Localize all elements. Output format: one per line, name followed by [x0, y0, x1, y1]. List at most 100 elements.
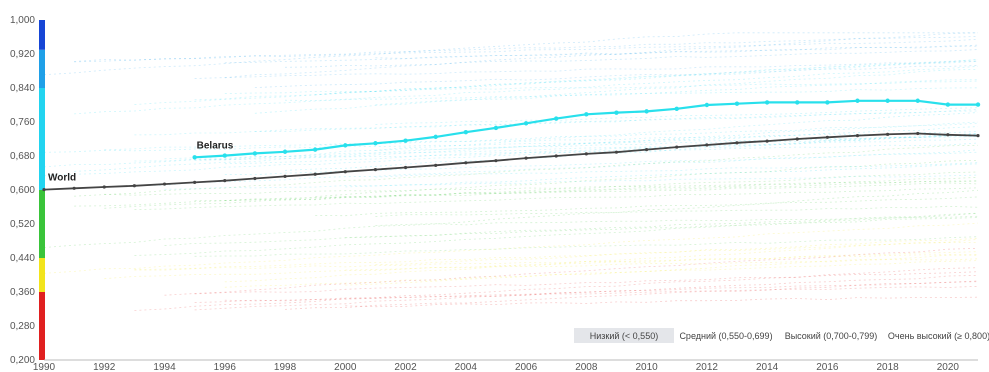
- background-country-line: [375, 79, 979, 106]
- y-tick-label: 0,200: [10, 355, 35, 366]
- data-point-belarus: [945, 102, 951, 107]
- data-point-world: [916, 131, 920, 136]
- data-point-belarus: [855, 98, 860, 103]
- legend-item[interactable]: Средний (0,550-0,699): [679, 331, 772, 341]
- background-country-line: [194, 60, 979, 79]
- legend-item[interactable]: Низкий (< 0,550): [574, 328, 674, 343]
- data-point-world: [735, 141, 739, 145]
- x-tick-label: 1990: [33, 362, 56, 372]
- background-country-line: [134, 187, 979, 210]
- y-axis: 0,200 0,280 0,360 0,440 0,520 0,600 0,680 0,760…: [10, 15, 35, 366]
- data-point-belarus: [192, 155, 197, 160]
- legend-item[interactable]: Очень высокий (≥ 0,800): [888, 331, 989, 341]
- background-country-line: [375, 44, 979, 59]
- data-point-world: [886, 132, 890, 136]
- data-point-world: [42, 187, 46, 192]
- background-country-line: [74, 144, 979, 197]
- y-tick-label: 0,440: [10, 253, 35, 264]
- color-scale-bar: [39, 20, 45, 360]
- background-country-line: [74, 176, 979, 207]
- background-country-line: [134, 212, 979, 256]
- background-country-line: [315, 122, 979, 146]
- background-country-line: [224, 180, 979, 201]
- background-country-line: [134, 242, 978, 271]
- background-country-line: [134, 267, 979, 311]
- background-country-line: [375, 237, 979, 266]
- x-tick-label: 2018: [876, 362, 899, 372]
- color-scale-segment: [39, 88, 45, 190]
- series-line-belarus: [194, 99, 978, 159]
- series-line-world: [43, 132, 979, 191]
- data-point-world: [614, 150, 619, 154]
- background-country-line: [104, 171, 979, 209]
- data-point-world: [193, 180, 197, 184]
- series-label-world: World: [48, 173, 76, 184]
- x-tick-label: 2006: [515, 362, 538, 372]
- background-country-line: [104, 251, 979, 280]
- background-country-line: [164, 174, 979, 190]
- data-point-belarus: [825, 100, 830, 105]
- x-tick-label: 2012: [696, 362, 719, 372]
- data-point-belarus: [674, 106, 679, 112]
- background-country-line: [345, 217, 979, 239]
- background-country-line: [224, 32, 979, 79]
- y-tick-label: 0,600: [10, 185, 35, 196]
- background-country-line: [43, 126, 979, 168]
- data-point-world: [765, 139, 769, 143]
- background-country-line: [74, 121, 979, 172]
- data-point-world: [162, 182, 167, 186]
- data-point-world: [946, 133, 950, 137]
- legend-item-label: Высокий (0,700-0,799): [785, 331, 878, 341]
- y-tick-label: 0,680: [10, 151, 35, 162]
- legend-item-label: Низкий (< 0,550): [590, 331, 658, 341]
- background-country-line: [43, 133, 979, 177]
- data-point-world: [343, 170, 347, 174]
- background-country-line: [224, 132, 979, 165]
- background-country-line: [345, 296, 979, 308]
- background-country-line: [254, 68, 979, 114]
- data-point-world: [223, 179, 227, 183]
- color-scale-segment: [39, 20, 45, 50]
- background-country-line: [164, 213, 979, 246]
- data-point-world: [283, 174, 287, 178]
- color-scale-segment: [39, 190, 45, 258]
- x-tick-label: 1998: [274, 362, 297, 372]
- data-point-world: [132, 184, 136, 188]
- background-country-line: [315, 159, 979, 197]
- background-country-line: [284, 280, 979, 310]
- background-country-line: [224, 285, 979, 302]
- background-country-lines: [43, 32, 979, 311]
- background-country-line: [254, 65, 979, 88]
- data-point-world: [403, 165, 408, 170]
- background-country-line: [345, 258, 979, 271]
- data-point-world: [675, 145, 679, 149]
- y-tick-label: 0,520: [10, 219, 35, 230]
- background-country-line: [375, 135, 979, 151]
- y-tick-label: 0,360: [10, 287, 35, 298]
- background-country-line: [375, 215, 979, 226]
- background-country-line: [284, 87, 979, 102]
- legend-item[interactable]: Высокий (0,700-0,799): [785, 331, 878, 341]
- background-country-line: [104, 131, 979, 151]
- data-point-belarus: [373, 141, 378, 146]
- data-point-world: [464, 161, 468, 165]
- legend[interactable]: Низкий (< 0,550) Средний (0,550-0,699) Выс…: [574, 328, 989, 343]
- background-country-line: [224, 45, 979, 64]
- data-point-belarus: [704, 102, 710, 108]
- background-country-line: [74, 65, 979, 115]
- background-country-line: [134, 254, 979, 270]
- data-point-belarus: [403, 138, 408, 143]
- data-point-world: [313, 172, 317, 176]
- series-label-belarus: Belarus: [197, 140, 234, 151]
- data-point-belarus: [795, 100, 800, 105]
- background-country-line: [43, 136, 979, 153]
- x-tick-label: 1994: [153, 362, 176, 372]
- data-point-belarus: [614, 110, 619, 115]
- data-point-world: [253, 176, 257, 181]
- data-point-belarus: [885, 98, 890, 103]
- x-tick-label: 2014: [756, 362, 779, 372]
- background-country-line: [134, 59, 979, 105]
- data-point-belarus: [312, 147, 318, 152]
